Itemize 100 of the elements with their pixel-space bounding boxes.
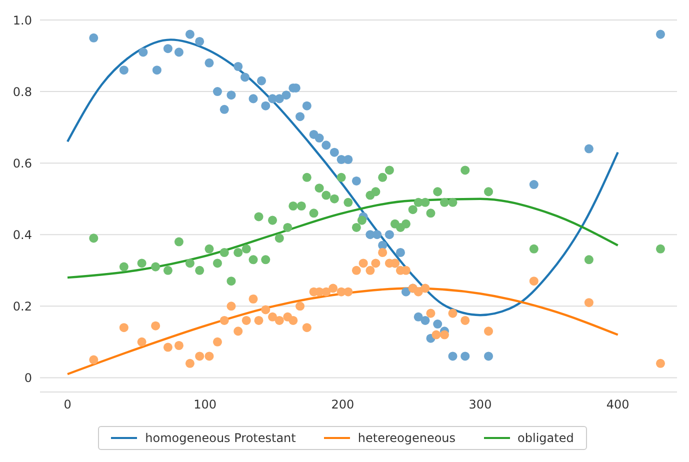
point (240, 72, 250, 82)
point (328, 284, 338, 293)
point (330, 194, 339, 204)
point (163, 44, 172, 54)
point (268, 216, 278, 225)
point (163, 266, 172, 275)
point (302, 323, 312, 332)
point (163, 342, 172, 352)
point (420, 316, 430, 325)
point (288, 316, 298, 325)
point (344, 154, 353, 164)
point (151, 321, 160, 330)
point (529, 180, 538, 190)
point (283, 222, 292, 232)
y-tick-label: 0.2 (12, 299, 32, 314)
point (89, 355, 98, 364)
legend-label: obligated (518, 431, 574, 445)
point (268, 312, 278, 322)
point (401, 219, 410, 228)
y-tick-label: 0.4 (12, 228, 32, 242)
point (174, 48, 184, 57)
point (322, 287, 331, 296)
point (384, 166, 394, 175)
point (584, 144, 594, 154)
point (432, 330, 441, 340)
point (344, 287, 353, 296)
point (420, 198, 430, 207)
y-tick-label: 0.6 (12, 156, 32, 170)
point (302, 101, 312, 110)
point (254, 316, 264, 325)
point (212, 337, 222, 346)
point (484, 352, 494, 361)
point (401, 287, 410, 296)
point (138, 48, 148, 57)
point (119, 66, 128, 75)
point (204, 244, 214, 254)
point (137, 337, 146, 346)
point (174, 340, 184, 350)
point (420, 284, 430, 293)
point (248, 255, 258, 264)
point (226, 90, 236, 100)
point (529, 244, 538, 254)
point (254, 212, 264, 222)
point (408, 205, 418, 214)
point (448, 198, 458, 207)
point (302, 172, 312, 182)
point (226, 302, 236, 311)
point (448, 308, 458, 318)
point (378, 172, 388, 182)
point (366, 266, 375, 275)
point (352, 176, 361, 186)
x-tick-label: 300 (468, 398, 492, 412)
point (371, 187, 380, 196)
point (460, 316, 470, 325)
point (384, 230, 394, 240)
point (352, 222, 361, 232)
point (248, 94, 258, 104)
point (656, 30, 666, 39)
point (296, 302, 305, 311)
point (282, 90, 291, 100)
point (195, 266, 204, 275)
legend-label: homogeneous Protestant (145, 431, 296, 445)
point (440, 330, 449, 340)
point (529, 276, 538, 286)
legend-label: hetereogeneous (358, 431, 456, 445)
point (336, 172, 346, 182)
point (261, 305, 270, 314)
point (220, 248, 229, 258)
point (256, 76, 266, 86)
point (372, 230, 382, 240)
point (460, 352, 470, 361)
point (433, 187, 442, 196)
point (322, 140, 331, 150)
point (261, 255, 270, 264)
point (220, 104, 229, 114)
point (426, 308, 436, 318)
point (242, 316, 251, 325)
point (371, 258, 380, 268)
point (330, 148, 339, 157)
point (220, 316, 229, 325)
point (274, 234, 284, 243)
point (226, 276, 236, 286)
point (584, 255, 594, 264)
point (314, 184, 324, 193)
point (89, 33, 98, 42)
y-tick-label: 0.8 (12, 84, 32, 99)
point (484, 187, 494, 196)
x-tick-label: 200 (331, 398, 354, 412)
line-series (66, 38, 619, 316)
point (234, 326, 243, 336)
point (174, 237, 184, 246)
point (274, 316, 284, 325)
point (448, 352, 458, 361)
point (460, 166, 470, 175)
point (378, 248, 388, 258)
point (204, 58, 214, 68)
y-tick-label: 0 (24, 370, 32, 385)
point (344, 198, 353, 207)
point (440, 198, 449, 207)
x-tick-label: 400 (606, 398, 630, 412)
